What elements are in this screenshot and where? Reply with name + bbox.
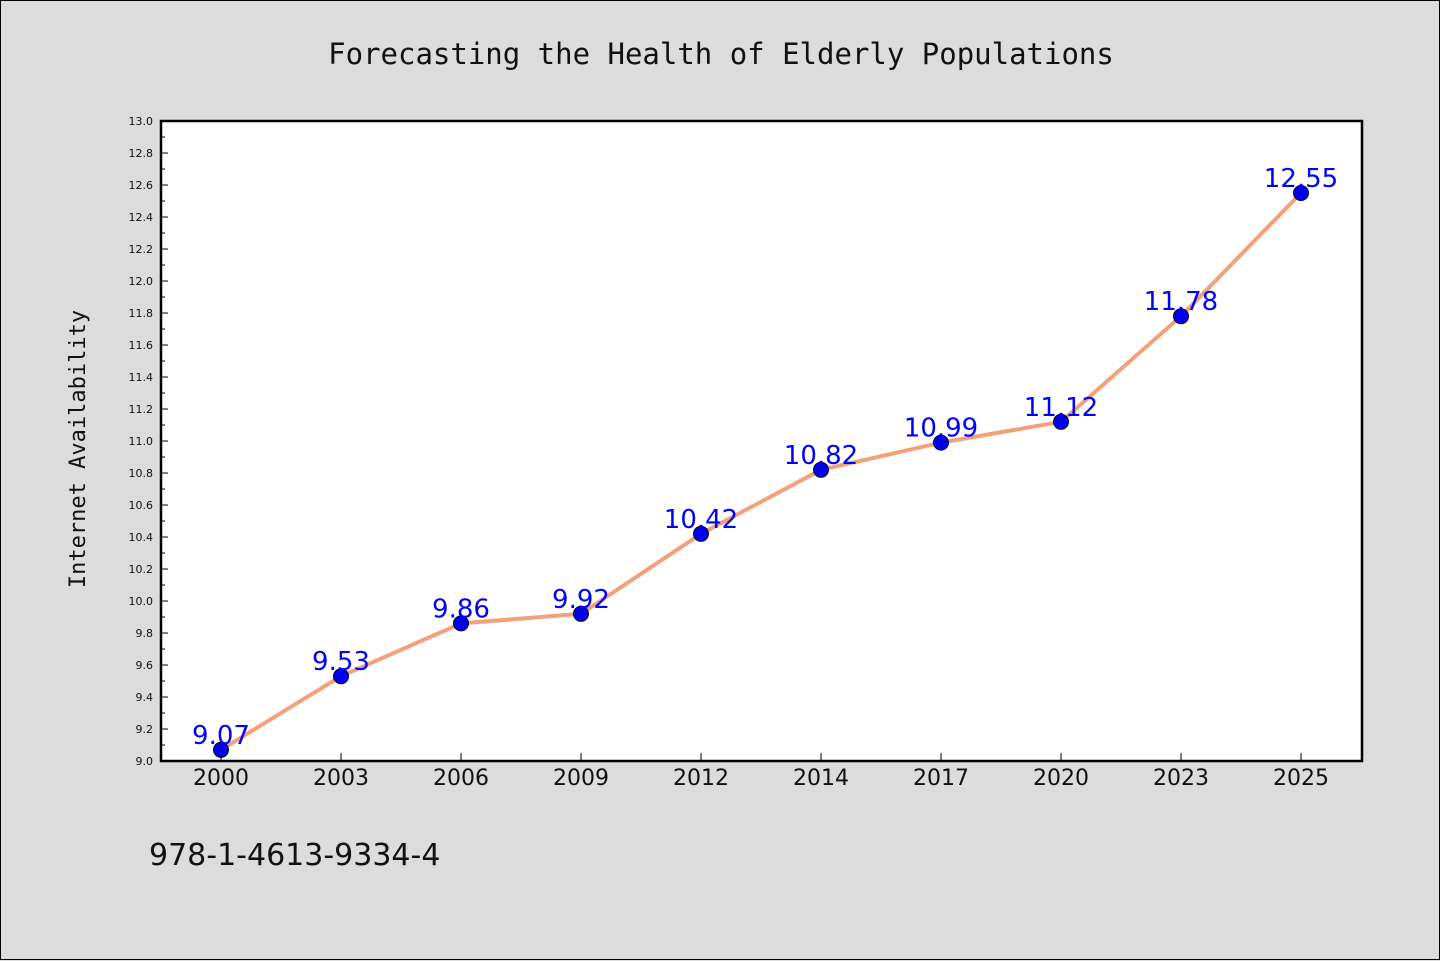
y-tick-label: 9.6: [136, 659, 154, 672]
x-tick-label: 2012: [673, 766, 729, 791]
y-tick-label: 10.4: [129, 531, 154, 544]
x-tick-label: 2023: [1153, 766, 1209, 791]
y-tick-label: 12.0: [129, 275, 154, 288]
y-tick-label: 11.2: [129, 403, 154, 416]
data-point: [813, 461, 829, 478]
y-tick-label: 10.8: [129, 467, 154, 480]
y-tick-label: 12.2: [129, 243, 154, 256]
y-tick-label: 9.8: [136, 627, 154, 640]
data-point: [213, 741, 229, 758]
x-tick-label: 2020: [1033, 766, 1089, 791]
data-point: [453, 615, 469, 632]
x-tick-label: 2017: [913, 766, 969, 791]
isbn-annotation: 978-1-4613-9334-4: [149, 838, 440, 873]
y-axis-label: Internet Availability: [66, 310, 91, 588]
x-tick-label: 2000: [193, 766, 249, 791]
y-tick-label: 11.8: [129, 307, 154, 320]
data-label: 11.78: [1144, 287, 1218, 317]
y-tick-label: 11.4: [129, 371, 154, 384]
data-point: [933, 434, 949, 451]
data-point: [1293, 185, 1309, 201]
data-label: 9.53: [312, 647, 370, 677]
series: 9.07 9.53 9.86 9.92 10.42 10.82 10.99 11.12 11.7…: [192, 164, 1338, 758]
y-tick-label: 12.6: [129, 179, 154, 192]
x-tick-label: 2025: [1273, 766, 1329, 791]
x-axis-ticks: 2000 2003 2006 2009 2012 2014 2017 2020 2023 2025: [193, 753, 1329, 791]
y-tick-label: 12.4: [129, 211, 154, 224]
data-point: [573, 605, 589, 622]
y-tick-label: 11.0: [129, 435, 154, 448]
data-label: 9.07: [192, 721, 250, 751]
y-tick-label: 10.6: [129, 499, 154, 512]
y-axis-ticks: 9.0 9.2 9.4 9.6 9.8 10.0 10.2 10.4 10.6 10.8 11.0 1…: [129, 115, 168, 768]
x-tick-label: 2006: [433, 766, 489, 791]
data-label: 9.92: [552, 585, 610, 615]
y-tick-label: 10.0: [129, 595, 154, 608]
y-tick-label: 10.2: [129, 563, 154, 576]
series-line: [219, 191, 1303, 752]
data-label: 10.99: [904, 414, 978, 444]
data-point: [333, 668, 349, 685]
data-point: [1173, 308, 1189, 325]
data-label: 10.82: [784, 441, 858, 471]
data-label: 12.55: [1264, 164, 1338, 194]
plot-area: [159, 119, 1364, 763]
data-label: 11.12: [1024, 393, 1098, 423]
y-tick-label: 9.2: [136, 723, 154, 736]
data-point: [693, 525, 709, 542]
x-tick-label: 2003: [313, 766, 369, 791]
y-tick-label: 9.0: [136, 755, 154, 768]
data-label: 9.86: [432, 594, 490, 624]
data-point: [1053, 413, 1069, 430]
y-tick-label: 9.4: [136, 691, 154, 704]
x-tick-label: 2014: [793, 766, 849, 791]
y-tick-label: 12.8: [129, 147, 154, 160]
y-tick-label: 11.6: [129, 339, 154, 352]
data-label: 10.42: [664, 505, 738, 535]
y-tick-label: 13.0: [129, 115, 154, 128]
chart-title: Forecasting the Health of Elderly Popula…: [328, 37, 1114, 71]
x-tick-label: 2009: [553, 766, 609, 791]
